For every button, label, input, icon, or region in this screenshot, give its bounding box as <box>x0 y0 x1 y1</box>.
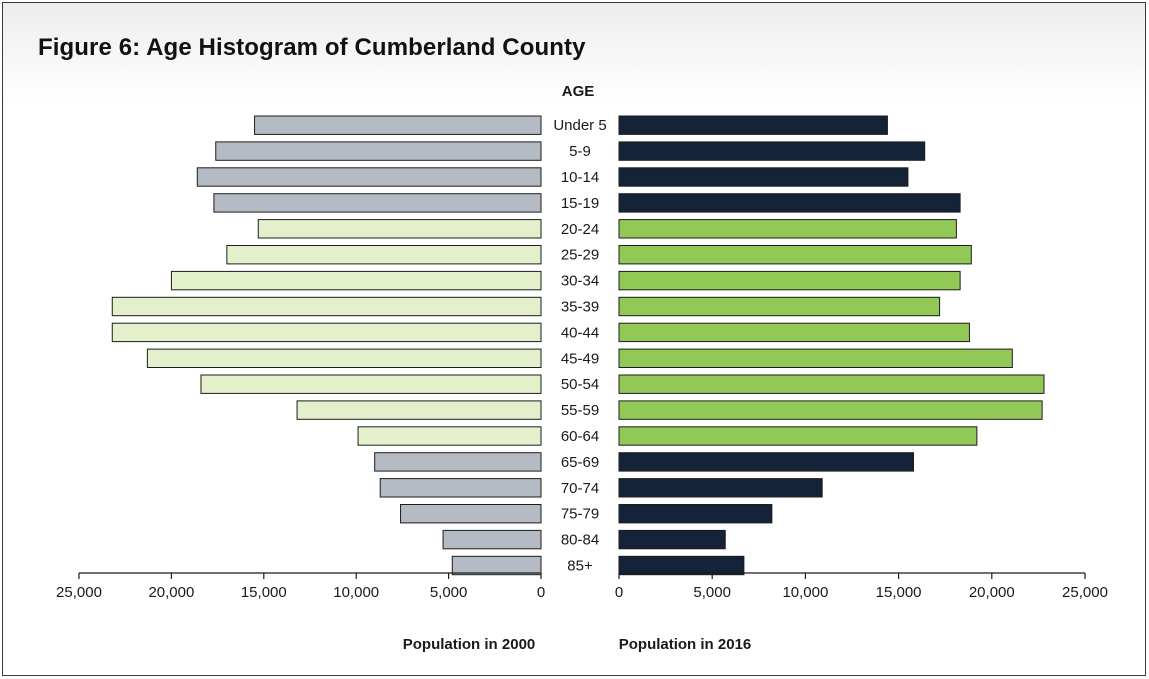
bar-2000-10-14 <box>196 167 542 187</box>
age-label-under-5: Under 5 <box>553 117 606 134</box>
age-label-45-49: 45-49 <box>561 350 599 367</box>
left-x-axis: 0 5,000 10,000 15,000 20,000 25,000 <box>56 572 545 601</box>
bar-2016-30-34 <box>618 270 961 291</box>
age-label-5-9: 5-9 <box>569 143 591 160</box>
bar-2016-55-59 <box>618 400 1043 420</box>
left-tick-label-20000: 20,000 <box>148 584 194 601</box>
age-label-35-39: 35-39 <box>561 299 599 316</box>
age-header: AGE <box>562 83 595 100</box>
bar-2016-65-69 <box>618 452 915 472</box>
right-tick-label-15000: 15,000 <box>876 584 922 601</box>
age-labels-group: Under 5 5-9 10-14 15-19 20-24 25-29 30-34 35-39… <box>553 117 606 574</box>
age-label-60-64: 60-64 <box>561 428 599 445</box>
bar-2000-75-79 <box>400 504 542 524</box>
left-tick-label-15000: 15,000 <box>241 584 287 601</box>
left-bars-group <box>111 115 542 576</box>
bar-2016-20-24 <box>618 219 957 239</box>
age-label-50-54: 50-54 <box>561 376 599 393</box>
bar-2016-40-44 <box>618 322 970 343</box>
bar-2000-20-24 <box>257 219 542 239</box>
bar-2016-5-9 <box>618 141 926 161</box>
bar-2000-25-29 <box>226 245 542 265</box>
age-label-65-69: 65-69 <box>561 454 599 471</box>
bar-2016-85 <box>618 555 745 576</box>
age-label-10-14: 10-14 <box>561 169 599 186</box>
bar-2000-under-5 <box>254 115 542 135</box>
bar-2000-50-54 <box>200 374 542 394</box>
age-label-40-44: 40-44 <box>561 324 599 341</box>
left-tick-label-25000: 25,000 <box>56 584 102 601</box>
bar-2000-15-19 <box>213 193 542 213</box>
age-label-25-29: 25-29 <box>561 247 599 264</box>
age-label-70-74: 70-74 <box>561 480 599 497</box>
title-band <box>3 3 1145 103</box>
bar-2016-60-64 <box>618 426 978 446</box>
age-label-15-19: 15-19 <box>561 195 599 212</box>
bar-2000-85 <box>451 555 542 576</box>
left-tick-label-10000: 10,000 <box>333 584 379 601</box>
bar-2000-70-74 <box>379 478 542 498</box>
bar-2000-40-44 <box>111 322 542 343</box>
left-tick-label-0: 0 <box>537 584 545 601</box>
age-label-80-84: 80-84 <box>561 532 599 549</box>
age-label-20-24: 20-24 <box>561 221 599 238</box>
age-label-30-34: 30-34 <box>561 273 599 290</box>
bar-2016-45-49 <box>618 348 1013 369</box>
bar-2016-50-54 <box>618 374 1045 394</box>
right-tick-label-5000: 5,000 <box>693 584 731 601</box>
right-tick-label-25000: 25,000 <box>1062 584 1108 601</box>
left-tick-label-5000: 5,000 <box>430 584 468 601</box>
bar-2016-under-5 <box>618 115 888 135</box>
right-tick-label-20000: 20,000 <box>969 584 1015 601</box>
age-label-55-59: 55-59 <box>561 402 599 419</box>
right-tick-label-0: 0 <box>615 584 623 601</box>
bar-2016-15-19 <box>618 193 961 213</box>
bar-2000-60-64 <box>357 426 542 446</box>
bar-2000-80-84 <box>442 529 542 550</box>
bar-2000-5-9 <box>215 141 542 161</box>
bar-2016-70-74 <box>618 478 823 498</box>
age-label-75-79: 75-79 <box>561 506 599 523</box>
right-tick-label-10000: 10,000 <box>782 584 828 601</box>
bar-2000-65-69 <box>374 452 542 472</box>
chart-title: Figure 6: Age Histogram of Cumberland Co… <box>38 34 586 61</box>
bar-2000-30-34 <box>170 270 542 291</box>
bar-2016-25-29 <box>618 245 972 265</box>
bar-2016-80-84 <box>618 529 726 550</box>
right-bars-group <box>618 115 1045 576</box>
age-label-85: 85+ <box>567 558 593 575</box>
left-axis-title: Population in 2000 <box>403 636 536 653</box>
bar-2000-35-39 <box>111 296 542 317</box>
bar-2016-75-79 <box>618 504 773 524</box>
right-axis-title: Population in 2016 <box>619 636 752 653</box>
bar-2016-35-39 <box>618 296 941 317</box>
bar-2000-55-59 <box>296 400 542 420</box>
right-x-axis: 0 5,000 10,000 15,000 20,000 25,000 <box>615 572 1108 601</box>
bar-2000-45-49 <box>146 348 542 369</box>
bar-2016-10-14 <box>618 167 909 187</box>
